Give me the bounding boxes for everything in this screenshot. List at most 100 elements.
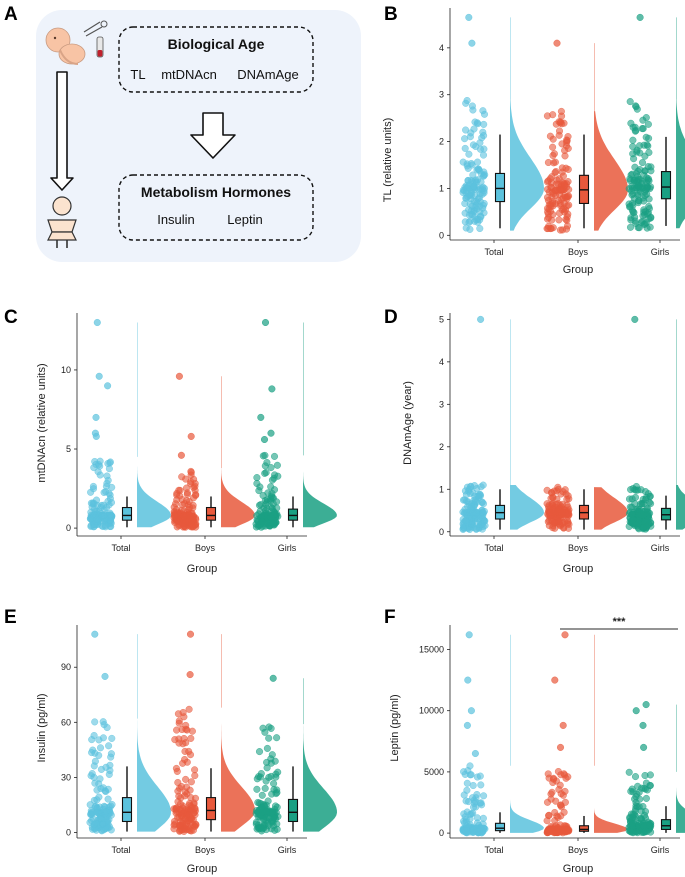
panel-b-y-tick-label: 1 xyxy=(439,183,444,193)
data-point xyxy=(270,780,278,788)
down-arrow-icon xyxy=(190,112,236,159)
data-point xyxy=(480,120,488,128)
data-point xyxy=(634,191,642,199)
data-point xyxy=(181,747,189,755)
data-point xyxy=(181,788,189,796)
panel-f-y-tick-label: 0 xyxy=(439,828,444,838)
outlier-point xyxy=(269,674,277,682)
panel-b-series-girls xyxy=(625,13,685,232)
panel-f-y-axis-title: Leptin (pg/ml) xyxy=(389,694,401,761)
data-point xyxy=(104,795,112,803)
data-point xyxy=(465,150,473,158)
data-point xyxy=(554,187,562,195)
metabolism-hormones-title: Metabolism Hormones xyxy=(141,184,291,200)
data-point xyxy=(544,185,552,193)
data-point xyxy=(99,734,107,742)
outlier-point xyxy=(642,701,650,709)
data-point xyxy=(253,474,261,482)
box-total xyxy=(121,506,133,521)
data-point xyxy=(469,509,477,517)
data-point xyxy=(554,813,562,821)
data-point xyxy=(472,216,480,224)
box-boys xyxy=(205,797,217,821)
data-point xyxy=(469,106,477,114)
data-point xyxy=(264,489,272,497)
data-point xyxy=(646,185,654,193)
panel-b-y-tick-label: 0 xyxy=(439,230,444,240)
panel-label-c: C xyxy=(4,307,18,328)
outlier-point xyxy=(91,429,99,437)
box-girls xyxy=(287,798,299,823)
data-point xyxy=(547,790,555,798)
data-point xyxy=(272,790,280,798)
data-point xyxy=(466,191,474,199)
data-point xyxy=(564,144,572,152)
data-point xyxy=(469,141,477,149)
panel-d-y-tick-label: 2 xyxy=(439,442,444,452)
panel-d-y-tick-label: 3 xyxy=(439,399,444,409)
data-point xyxy=(103,724,111,732)
data-point xyxy=(563,495,571,503)
data-point xyxy=(629,150,637,158)
data-point xyxy=(641,772,649,780)
violin-boys xyxy=(594,111,628,231)
panel-d-x-axis-title: Group xyxy=(563,563,594,575)
data-point xyxy=(256,748,264,756)
data-point xyxy=(461,496,469,504)
data-point xyxy=(192,491,200,499)
data-point xyxy=(641,811,649,819)
outlier-point xyxy=(553,39,561,47)
timeline-arrow-icon xyxy=(50,71,74,191)
data-point xyxy=(640,784,648,792)
data-point xyxy=(563,225,571,233)
data-point xyxy=(191,482,199,490)
data-point xyxy=(91,779,99,787)
data-point xyxy=(97,765,105,773)
data-point xyxy=(462,518,470,526)
data-point xyxy=(554,768,562,776)
data-point xyxy=(476,772,484,780)
data-point xyxy=(180,522,188,530)
data-point xyxy=(557,801,565,809)
panel-d-chart: 0 1 2 3 4 5 Total Boys Girls Group DNAmAge (year) xyxy=(402,313,685,575)
data-point xyxy=(253,825,261,833)
data-point xyxy=(632,103,640,111)
data-point xyxy=(263,744,271,752)
data-point xyxy=(88,749,96,757)
panel-b-x-tick-label: Boys xyxy=(568,247,589,257)
data-point xyxy=(265,773,273,781)
hormone-item-insulin: Insulin xyxy=(157,212,195,227)
data-point xyxy=(271,471,279,479)
data-point xyxy=(182,815,190,823)
data-point xyxy=(562,774,570,782)
data-point xyxy=(555,175,563,183)
data-point xyxy=(100,512,108,520)
data-point xyxy=(626,177,634,185)
outlier-point xyxy=(104,382,112,390)
data-point xyxy=(646,492,654,500)
data-point xyxy=(105,770,113,778)
panel-b-x-tick-label: Girls xyxy=(651,247,670,257)
data-point xyxy=(479,523,487,531)
panel-f-series-boys xyxy=(543,631,628,837)
data-point xyxy=(98,827,106,835)
data-point xyxy=(545,213,553,221)
data-point xyxy=(476,224,484,232)
data-point xyxy=(97,504,105,512)
data-point xyxy=(479,481,487,489)
data-point xyxy=(554,518,562,526)
box-boys xyxy=(205,506,217,521)
data-point xyxy=(257,770,265,778)
data-point xyxy=(108,483,116,491)
data-point xyxy=(555,118,563,126)
outlier-point xyxy=(465,13,473,21)
hormone-item-leptin: Leptin xyxy=(227,212,262,227)
panel-d-y-tick-label: 1 xyxy=(439,484,444,494)
violin-girls xyxy=(676,99,685,229)
box-boys xyxy=(578,825,590,832)
data-point xyxy=(172,500,180,508)
data-point xyxy=(90,820,98,828)
panel-c-y-tick-label: 0 xyxy=(66,523,71,533)
data-point xyxy=(647,500,655,508)
